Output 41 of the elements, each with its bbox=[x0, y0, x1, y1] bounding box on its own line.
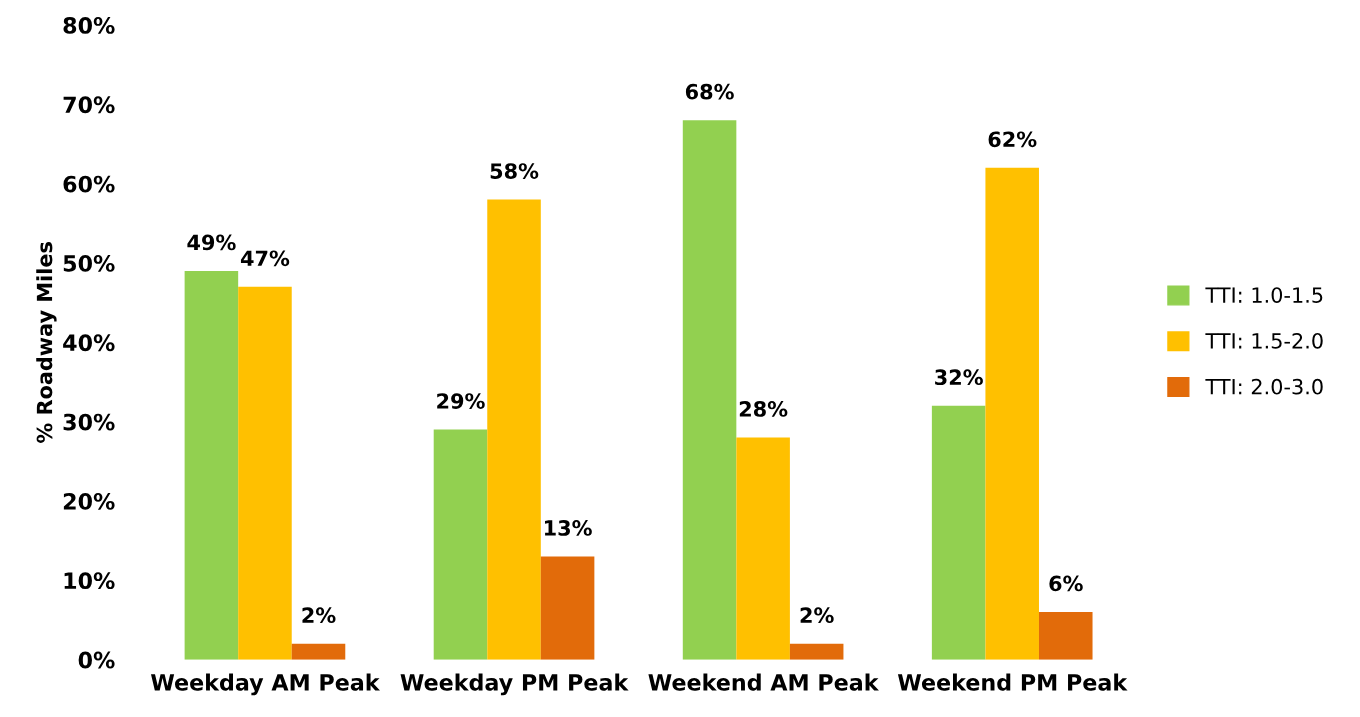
bar bbox=[736, 437, 790, 660]
legend-label: TTI: 1.5-2.0 bbox=[1205, 332, 1323, 349]
y-tick-label: 50% bbox=[63, 255, 115, 272]
bar bbox=[291, 643, 346, 660]
y-tick-label: 70% bbox=[63, 96, 115, 114]
data-label: 68% bbox=[685, 83, 734, 100]
y-tick-label: 60% bbox=[63, 175, 115, 193]
data-label: 47% bbox=[240, 250, 290, 267]
x-tick-label: Weekend AM Peak bbox=[648, 673, 879, 691]
y-tick-label: 40% bbox=[63, 334, 115, 352]
y-axis-title: % Roadway Miles bbox=[36, 242, 57, 443]
bar bbox=[184, 270, 239, 660]
data-label: 2% bbox=[800, 607, 834, 624]
y-tick-label: 80% bbox=[63, 17, 115, 34]
y-tick-label: 10% bbox=[64, 572, 115, 590]
bar bbox=[1038, 612, 1093, 660]
bar bbox=[789, 643, 844, 660]
legend-label: TTI: 1.0-1.5 bbox=[1205, 287, 1323, 303]
x-tick-label: Weekday AM Peak bbox=[150, 673, 380, 696]
bar bbox=[487, 199, 541, 660]
data-label: 13% bbox=[545, 520, 592, 536]
data-label: 62% bbox=[988, 131, 1037, 148]
data-label: 6% bbox=[1049, 575, 1083, 592]
bar bbox=[931, 405, 986, 660]
data-label: 2% bbox=[302, 607, 336, 624]
x-tick-label: Weekend PM Peak bbox=[897, 673, 1128, 691]
y-tick-label: 20% bbox=[63, 492, 115, 510]
x-tick-label: Weekday PM Peak bbox=[400, 673, 629, 696]
data-label: 58% bbox=[490, 163, 539, 179]
legend-label: TTI: 2.0-3.0 bbox=[1205, 378, 1323, 395]
bar bbox=[238, 286, 292, 660]
bar bbox=[540, 556, 595, 660]
bar bbox=[985, 167, 1039, 660]
data-label: 28% bbox=[739, 401, 788, 417]
data-label: 32% bbox=[935, 369, 983, 386]
bar bbox=[433, 429, 488, 660]
bar bbox=[682, 120, 737, 660]
data-label: 29% bbox=[437, 393, 485, 409]
data-label: 49% bbox=[187, 234, 236, 251]
y-tick-label: 0% bbox=[78, 651, 115, 669]
y-tick-label: 30% bbox=[63, 413, 115, 431]
